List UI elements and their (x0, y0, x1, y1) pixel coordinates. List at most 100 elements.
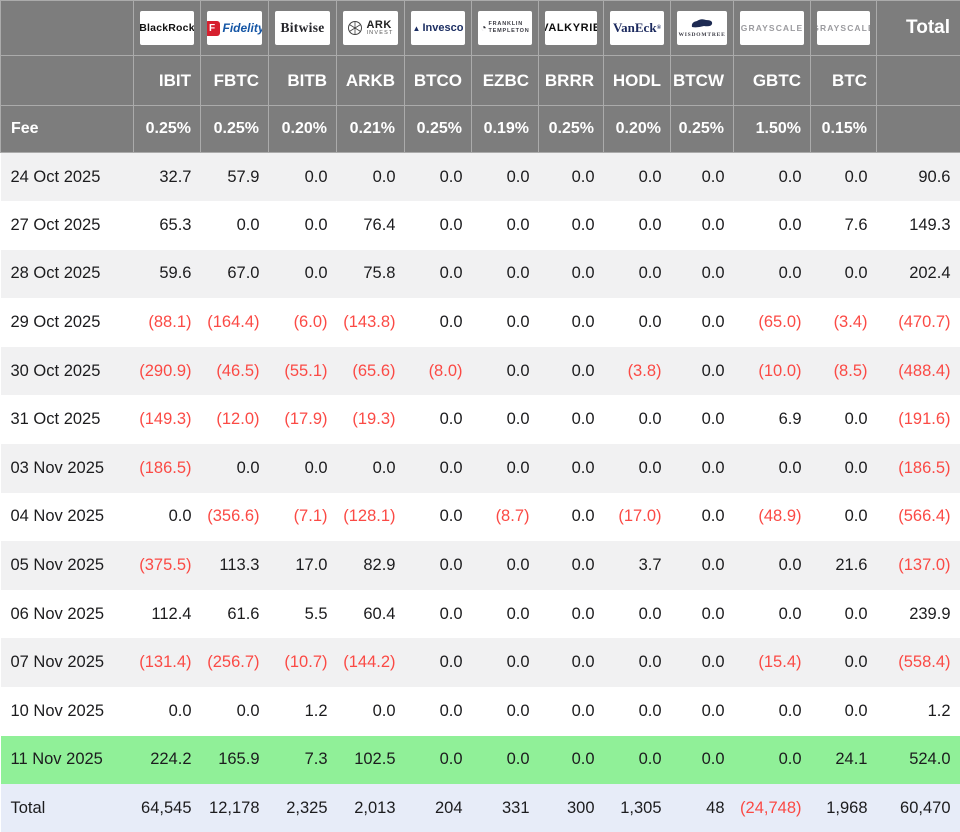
row-total: 202.4 (876, 249, 960, 299)
flow-value: 0.0 (701, 215, 725, 234)
flow-value: (8.7) (495, 507, 530, 526)
flow-value: (12.0) (216, 410, 260, 429)
flow-value: 0.0 (701, 410, 725, 429)
flow-value: 0.0 (844, 701, 868, 720)
flow-value: 0.0 (506, 313, 530, 332)
valkyrie-logo: VALKYRIE (545, 11, 597, 45)
fee-row: Fee 0.25% 0.25% 0.20% 0.21% 0.25% 0.19% 0.25% 0.… (0, 105, 960, 153)
flow-value: 0.0 (638, 701, 662, 720)
flow-value: 65.3 (159, 215, 192, 234)
fidelity-logo: F Fidelity (207, 11, 262, 45)
grayscale-logo: GRAYSCALE (817, 11, 870, 45)
row-total: 239.9 (909, 604, 951, 623)
flow-value: (19.3) (352, 410, 396, 429)
valkyrie-logo-text: VALKYRIE (545, 22, 597, 34)
flow-value: 0.0 (538, 152, 604, 202)
flow-row: 04 Nov 2025 0.0 (356.6) (7.1) (128.1) 0.0 (8.7… (1, 493, 960, 542)
invesco-logo-text: Invesco (422, 22, 464, 34)
flow-value: (144.2) (336, 638, 405, 688)
flow-value: 0.0 (506, 604, 530, 623)
flow-value: 0.0 (506, 215, 530, 234)
flow-value: 0.0 (810, 444, 877, 493)
flow-value: 112.4 (151, 604, 192, 623)
flow-value: (290.9) (133, 346, 201, 396)
flow-row: 27 Oct 2025 65.3 0.0 0.0 76.4 0.0 0.0 0.0 0.0 0.0… (1, 201, 960, 250)
flow-value: 0.0 (168, 701, 192, 720)
flow-value: 0.0 (670, 249, 734, 299)
flow-value: (356.6) (207, 507, 260, 526)
wisdomtree-tree-icon (689, 17, 715, 33)
row-date: 28 Oct 2025 (0, 249, 134, 299)
vaneck-logo-text: VanEck (612, 20, 657, 35)
flow-row: 31 Oct 2025 (149.3) (12.0) (17.9) (19.3) 0.0 0… (1, 395, 960, 444)
flow-value: 0.0 (538, 249, 604, 299)
valkyrie-logo-cell: VALKYRIE (538, 0, 604, 56)
flow-value: 0.0 (404, 152, 472, 202)
flow-value: 0.0 (778, 215, 802, 234)
flow-value: 82.9 (336, 541, 405, 590)
flow-row: 28 Oct 2025 59.6 67.0 0.0 75.8 0.0 0.0 0.0 0.0 0.… (0, 249, 960, 299)
flow-value: 0.0 (506, 701, 530, 720)
flow-value: (46.5) (200, 346, 269, 396)
row-total: 524.0 (876, 735, 960, 785)
flow-row: 06 Nov 2025 112.4 61.6 5.5 60.4 0.0 0.0 0.0 0.0 0… (1, 590, 960, 639)
row-total: 90.6 (876, 152, 960, 202)
flow-value: 76.4 (363, 215, 396, 234)
row-total: 1.2 (927, 701, 951, 720)
ticker-row-spacer (0, 55, 134, 106)
flow-value: 0.0 (404, 444, 472, 493)
franklin-logo: ◔ FRANKLIN TEMPLETON (478, 11, 532, 45)
flow-value: 0.0 (404, 541, 472, 590)
ticker-fbtc: FBTC (200, 55, 269, 106)
row-date: 11 Nov 2025 (0, 735, 134, 785)
flow-value: 0.0 (571, 507, 595, 526)
fidelity-f-icon: F (207, 20, 220, 36)
row-date: 04 Nov 2025 (10, 507, 105, 526)
flow-value: 0.0 (538, 346, 604, 396)
row-date: 27 Oct 2025 (10, 215, 101, 234)
column-total: 204 (404, 784, 472, 832)
flow-value: 0.0 (638, 604, 662, 623)
grayscale-logo-text: GRAYSCALE (817, 23, 870, 33)
flow-value: 0.0 (471, 249, 539, 299)
flow-value: (128.1) (343, 507, 396, 526)
row-date: 06 Nov 2025 (10, 604, 105, 623)
invesco-logo-cell: ▲ Invesco (404, 0, 472, 56)
fee-hodl: 0.20% (603, 105, 671, 153)
row-date: 05 Nov 2025 (0, 541, 134, 590)
flow-value: (17.9) (284, 410, 328, 429)
ticker-gbtc: GBTC (733, 55, 811, 106)
flow-value: 0.0 (603, 444, 671, 493)
wisdomtree-logo-cell: WISDOMTREE (670, 0, 734, 56)
flow-value: 0.0 (701, 507, 725, 526)
flow-row: 10 Nov 2025 0.0 0.0 1.2 0.0 0.0 0.0 0.0 0.0 0.0 0.… (1, 687, 960, 736)
flow-value: 0.0 (439, 410, 463, 429)
flow-value: 102.5 (336, 735, 405, 785)
bitwise-logo: Bitwise (275, 11, 330, 45)
flow-value: 0.0 (571, 701, 595, 720)
column-total: (24,748) (733, 784, 811, 832)
flow-value: 0.0 (733, 249, 811, 299)
flow-value: 0.0 (571, 410, 595, 429)
row-total: (470.7) (898, 313, 951, 332)
corner-cell (0, 0, 134, 56)
ticker-arkb: ARKB (336, 55, 405, 106)
ticker-hodl: HODL (603, 55, 671, 106)
fee-btc: 0.15% (810, 105, 877, 153)
flow-value: 0.0 (538, 444, 604, 493)
flow-value: 0.0 (733, 735, 811, 785)
blackrock-logo-cell: BlackRock (133, 0, 201, 56)
ticker-brrr: BRRR (538, 55, 604, 106)
flow-value: 0.0 (638, 215, 662, 234)
flow-value: 0.0 (670, 638, 734, 688)
flow-value: (164.4) (207, 313, 260, 332)
fidelity-logo-cell: F Fidelity (200, 0, 269, 56)
flow-value: (55.1) (268, 346, 337, 396)
row-total: (191.6) (898, 410, 951, 429)
franklin-logo-cell: ◔ FRANKLIN TEMPLETON (471, 0, 539, 56)
ticker-ezbc: EZBC (471, 55, 539, 106)
fee-btco: 0.25% (404, 105, 472, 153)
flow-value: 0.0 (471, 444, 539, 493)
flow-value: 0.0 (439, 701, 463, 720)
flow-value: 6.9 (778, 410, 802, 429)
